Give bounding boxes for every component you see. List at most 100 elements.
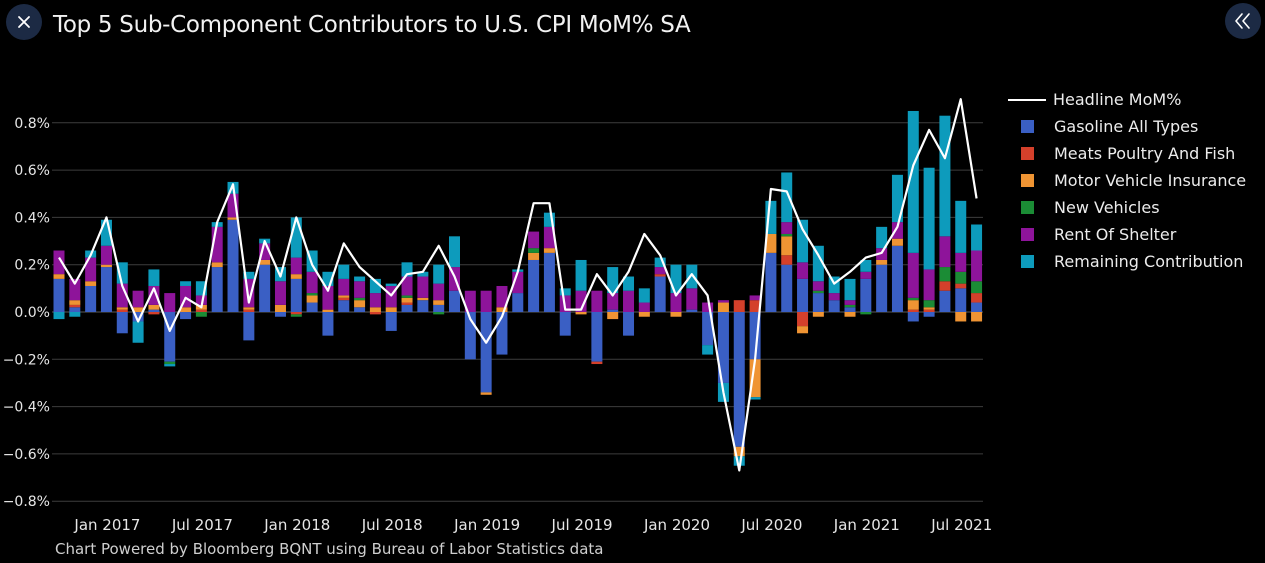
bar-segment-remaining-contribution [907,110,919,253]
bar-segment-rent-of-shelter [464,290,476,312]
bar-segment-motor-vehicle-insurance [132,307,144,312]
legend-label: New Vehicles [1054,198,1160,217]
legend-item-new-vehicles[interactable]: New Vehicles [1008,194,1246,221]
bar-segment-rent-of-shelter [781,222,793,234]
bar-segment-new-vehicles [860,312,872,315]
bar-segment-remaining-contribution [164,364,176,367]
bar-segment-rent-of-shelter [717,300,729,303]
bar-segment-new-vehicles [923,300,935,308]
bar-segment-gasoline-all-types [717,312,729,383]
legend-item-gasoline-all-types[interactable]: Gasoline All Types [1008,113,1246,140]
x-tick-label: Jul 2021 [930,516,992,534]
bar-segment-remaining-contribution [53,312,65,320]
bar-segment-remaining-contribution [306,250,318,272]
x-tick-label: Jul 2019 [551,516,613,534]
legend-item-headline-mom-[interactable]: Headline MoM% [1008,86,1246,113]
bar-segment-remaining-contribution [733,456,745,466]
bar-segment-motor-vehicle-insurance [733,446,745,457]
legend-label: Meats Poultry And Fish [1054,144,1236,163]
legend-label: Motor Vehicle Insurance [1054,171,1247,190]
bar-segment-motor-vehicle-insurance [543,248,555,253]
bar-segment-rent-of-shelter [306,271,318,294]
bar-segment-gasoline-all-types [449,290,460,312]
bar-segment-motor-vehicle-insurance [180,307,192,312]
bar-segment-rent-of-shelter [528,231,540,249]
bar-segment-rent-of-shelter [480,290,492,312]
x-tick-label: Jan 2018 [263,516,330,534]
bar-segment-gasoline-all-types [148,309,160,312]
bar-segment-motor-vehicle-insurance [480,392,492,395]
legend-item-rent-of-shelter[interactable]: Rent Of Shelter [1008,221,1246,248]
bar-segment-motor-vehicle-insurance [69,300,81,305]
bar-segment-remaining-contribution [797,219,809,263]
legend-label: Gasoline All Types [1054,117,1199,136]
bar-segment-gasoline-all-types [180,312,192,320]
bar-segment-remaining-contribution [876,226,888,249]
bar-segment-rent-of-shelter [100,245,112,265]
bar-segment-motor-vehicle-insurance [354,300,366,308]
bar-segment-motor-vehicle-insurance [385,307,397,312]
bar-segment-motor-vehicle-insurance [433,300,445,305]
bar-segment-remaining-contribution [132,321,144,343]
bar-segment-remaining-contribution [781,172,793,223]
bar-segment-remaining-contribution [749,397,761,400]
bar-segment-motor-vehicle-insurance [211,262,223,268]
bar-segment-motor-vehicle-insurance [971,312,983,322]
bar-segment-gasoline-all-types [559,312,571,336]
legend-swatch-icon [1021,147,1034,160]
bar-segment-new-vehicles [354,297,366,301]
close-button[interactable] [6,4,42,40]
y-tick-label: −0.2% [3,352,50,368]
bar-segment-remaining-contribution [559,288,571,296]
bar-segment-remaining-contribution [686,264,698,289]
bar-segment-remaining-contribution [100,219,112,246]
legend-label: Rent Of Shelter [1054,225,1177,244]
bar-segment-gasoline-all-types [765,252,777,312]
bar-segment-new-vehicles [907,297,919,301]
legend-item-remaining-contribution[interactable]: Remaining Contribution [1008,248,1246,275]
bar-segment-remaining-contribution [385,283,397,286]
x-tick-label: Jan 2021 [833,516,900,534]
x-tick-label: Jul 2017 [171,516,233,534]
bar-segment-new-vehicles [939,267,951,282]
bar-segment-motor-vehicle-insurance [607,312,619,320]
bar-segment-remaining-contribution [369,278,381,294]
bar-segment-rent-of-shelter [591,290,603,312]
bar-segment-rent-of-shelter [274,281,286,305]
bar-segment-meats-poultry-and-fish [955,283,967,289]
bar-segment-rent-of-shelter [939,236,951,268]
bar-segment-gasoline-all-types [116,312,128,334]
bar-segment-rent-of-shelter [654,267,666,275]
legend-item-motor-vehicle-insurance[interactable]: Motor Vehicle Insurance [1008,167,1246,194]
x-tick-label: Jan 2019 [453,516,520,534]
y-tick-label: −0.6% [3,447,50,463]
bar-segment-new-vehicles [401,295,413,298]
bar-segment-remaining-contribution [828,276,840,294]
bar-segment-gasoline-all-types [480,312,492,393]
bar-segment-remaining-contribution [543,212,555,227]
x-tick-label: Jul 2020 [740,516,802,534]
bar-segment-remaining-contribution [180,281,192,286]
bar-segment-remaining-contribution [338,264,350,279]
bar-segment-rent-of-shelter [85,257,97,282]
bar-segment-gasoline-all-types [132,312,144,322]
x-tick-label: Jul 2018 [361,516,423,534]
bar-segment-new-vehicles [164,361,176,365]
collapse-panel-button[interactable] [1225,3,1261,39]
bar-segment-remaining-contribution [638,288,650,303]
bar-segment-gasoline-all-types [543,252,555,312]
bar-segment-rent-of-shelter [686,288,698,310]
legend-item-meats-poultry-and-fish[interactable]: Meats Poultry And Fish [1008,140,1246,167]
bar-segment-remaining-contribution [812,245,824,282]
bar-segment-gasoline-all-types [243,312,255,341]
bar-segment-meats-poultry-and-fish [116,309,128,312]
y-tick-label: 0.0% [14,305,50,321]
bar-segment-motor-vehicle-insurance [259,259,271,265]
bar-segment-gasoline-all-types [860,278,872,312]
bar-segment-meats-poultry-and-fish [923,309,935,312]
bar-segment-rent-of-shelter [69,278,81,301]
legend-swatch-icon [1021,255,1034,268]
bar-segment-gasoline-all-types [433,304,445,312]
bar-segment-meats-poultry-and-fish [907,309,919,312]
bar-segment-motor-vehicle-insurance [100,264,112,268]
